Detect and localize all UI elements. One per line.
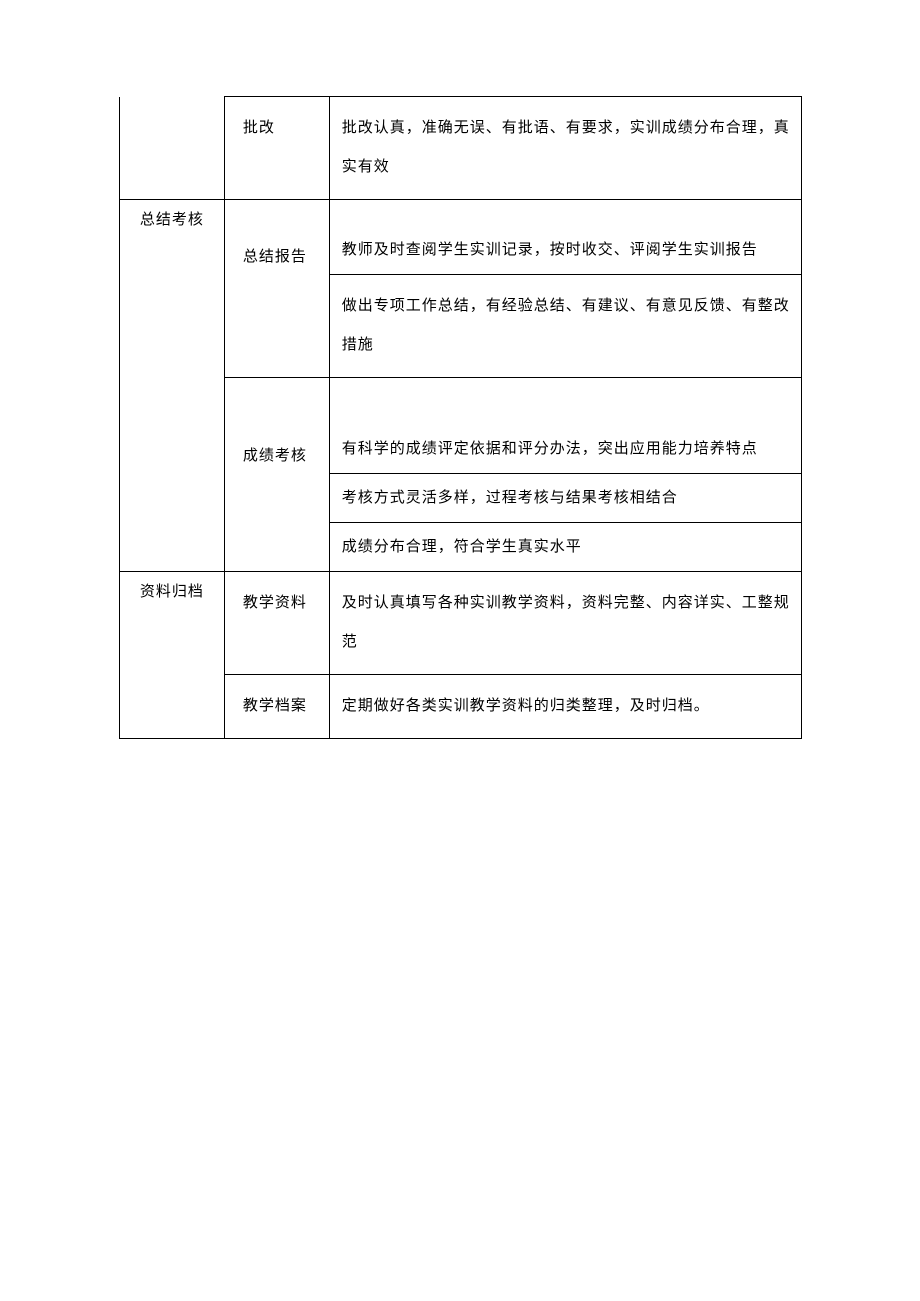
category-cell: 总结考核 bbox=[120, 200, 225, 572]
subcategory-cell: 成绩考核 bbox=[224, 425, 329, 572]
empty-cell bbox=[329, 377, 801, 425]
subcategory-cell: 批改 bbox=[224, 97, 329, 200]
subcategory-label: 批改 bbox=[243, 120, 275, 136]
description-cell: 定期做好各类实训教学资料的归类整理，及时归档。 bbox=[329, 675, 801, 739]
description-text: 定期做好各类实训教学资料的归类整理，及时归档。 bbox=[342, 698, 710, 714]
description-cell: 及时认真填写各种实训教学资料，资料完整、内容详实、工整规范 bbox=[329, 572, 801, 675]
description-text: 及时认真填写各种实训教学资料，资料完整、内容详实、工整规范 bbox=[342, 595, 790, 650]
category-label: 总结考核 bbox=[140, 212, 204, 228]
empty-cell bbox=[329, 200, 801, 226]
description-cell: 成绩分布合理，符合学生真实水平 bbox=[329, 523, 801, 572]
description-text: 批改认真，准确无误、有批语、有要求，实训成绩分布合理，真实有效 bbox=[342, 120, 790, 175]
empty-cell bbox=[224, 200, 329, 226]
description-cell: 做出专项工作总结，有经验总结、有建议、有意见反馈、有整改措施 bbox=[329, 274, 801, 377]
table-row: 总结考核 bbox=[120, 200, 802, 226]
subcategory-label: 教学档案 bbox=[243, 698, 307, 714]
description-cell: 有科学的成绩评定依据和评分办法，突出应用能力培养特点 bbox=[329, 425, 801, 474]
subcategory-cell: 教学档案 bbox=[224, 675, 329, 739]
category-cell bbox=[120, 97, 225, 200]
empty-cell bbox=[224, 377, 329, 425]
description-text: 有科学的成绩评定依据和评分办法，突出应用能力培养特点 bbox=[342, 441, 758, 457]
category-cell: 资料归档 bbox=[120, 572, 225, 739]
evaluation-table: 批改 批改认真，准确无误、有批语、有要求，实训成绩分布合理，真实有效 总结考核 … bbox=[119, 96, 802, 739]
table-row: 资料归档 教学资料 及时认真填写各种实训教学资料，资料完整、内容详实、工整规范 bbox=[120, 572, 802, 675]
subcategory-label: 总结报告 bbox=[243, 249, 307, 265]
description-text: 考核方式灵活多样，过程考核与结果考核相结合 bbox=[342, 490, 678, 506]
table-row: 批改 批改认真，准确无误、有批语、有要求，实训成绩分布合理，真实有效 bbox=[120, 97, 802, 200]
description-cell: 批改认真，准确无误、有批语、有要求，实训成绩分布合理，真实有效 bbox=[329, 97, 801, 200]
subcategory-cell: 总结报告 bbox=[224, 226, 329, 378]
description-text: 教师及时查阅学生实训记录，按时收交、评阅学生实训报告 bbox=[342, 242, 758, 258]
category-label: 资料归档 bbox=[140, 584, 204, 600]
description-cell: 教师及时查阅学生实训记录，按时收交、评阅学生实训报告 bbox=[329, 226, 801, 275]
document-page: 批改 批改认真，准确无误、有批语、有要求，实训成绩分布合理，真实有效 总结考核 … bbox=[0, 0, 920, 739]
subcategory-label: 教学资料 bbox=[243, 595, 307, 611]
description-cell: 考核方式灵活多样，过程考核与结果考核相结合 bbox=[329, 474, 801, 523]
subcategory-cell: 教学资料 bbox=[224, 572, 329, 675]
subcategory-label: 成绩考核 bbox=[243, 448, 307, 464]
description-text: 成绩分布合理，符合学生真实水平 bbox=[342, 539, 582, 555]
description-text: 做出专项工作总结，有经验总结、有建议、有意见反馈、有整改措施 bbox=[342, 298, 790, 353]
